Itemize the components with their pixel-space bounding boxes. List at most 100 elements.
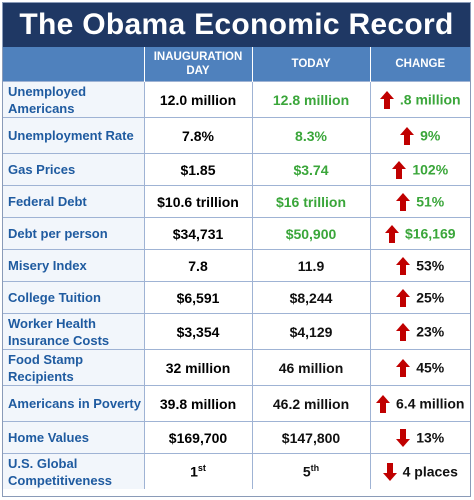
change-value: 6.4 million	[370, 385, 470, 422]
change-text: 23%	[416, 323, 445, 340]
inauguration-value: $10.6 trillion	[144, 185, 253, 218]
header-inauguration: INAUGURATION DAY	[144, 47, 253, 82]
change-value: .8 million	[370, 81, 470, 118]
today-text: $16 trillion	[275, 193, 347, 210]
table-row: Federal Debt $10.6 trillion $16 trillion 51…	[3, 185, 470, 218]
table-row: Unemployment Rate 7.8% 8.3% 9%	[3, 117, 470, 154]
record-panel: The Obama Economic Record INAUGURATION D…	[2, 2, 471, 497]
record-table: INAUGURATION DAY TODAY CHANGE Unemployed…	[3, 47, 470, 489]
change-value: 9%	[370, 117, 470, 154]
change-text: 102%	[412, 161, 449, 178]
change-text: 6.4 million	[396, 395, 465, 412]
page-title: The Obama Economic Record	[3, 3, 470, 47]
inauguration-value: 39.8 million	[144, 385, 253, 422]
metric-label: College Tuition	[3, 281, 145, 314]
metric-label: Misery Index	[3, 249, 145, 282]
header-metric	[3, 47, 145, 82]
metric-label: Unemployment Rate	[3, 117, 145, 154]
arrow-up-icon	[376, 394, 391, 413]
inauguration-text: $169,700	[168, 429, 228, 446]
metric-label: Food Stamp Recipients	[3, 349, 145, 386]
metric-label: Federal Debt	[3, 185, 145, 218]
metric-label: Debt per person	[3, 217, 145, 250]
change-value: 45%	[370, 349, 470, 386]
today-value: $147,800	[252, 421, 371, 454]
today-value: 8.3%	[252, 117, 371, 154]
today-text: 8.3%	[295, 127, 327, 144]
change-text: 4 places	[402, 463, 458, 480]
inauguration-value: 7.8	[144, 249, 253, 282]
change-text: 25%	[416, 289, 445, 306]
metric-label: Home Values	[3, 421, 145, 454]
inauguration-text: 32 million	[165, 359, 231, 376]
inauguration-value: $169,700	[144, 421, 253, 454]
table-row: U.S. Global Competitiveness 1st 5th 4 place…	[3, 453, 470, 489]
table-row: Debt per person $34,731 $50,900 $16,169	[3, 217, 470, 250]
change-text: 53%	[416, 257, 445, 274]
today-text: 5	[302, 463, 311, 480]
today-value: 12.8 million	[252, 81, 371, 118]
today-text: 11.9	[297, 257, 325, 274]
change-text: .8 million	[399, 91, 461, 108]
table-row: Gas Prices $1.85 $3.74 102%	[3, 153, 470, 186]
arrow-down-icon	[396, 428, 411, 447]
today-text: 46 million	[278, 359, 344, 376]
inauguration-value: $3,354	[144, 313, 253, 350]
inauguration-value: 32 million	[144, 349, 253, 386]
today-value: 11.9	[252, 249, 371, 282]
change-text: 45%	[416, 359, 445, 376]
inauguration-text: $1.85	[180, 161, 216, 178]
arrow-up-icon	[400, 126, 415, 145]
metric-label: Americans in Poverty	[3, 385, 145, 422]
inauguration-value: $1.85	[144, 153, 253, 186]
change-value: 13%	[370, 421, 470, 454]
change-text: 51%	[416, 193, 445, 210]
table-row: Home Values $169,700 $147,800 13%	[3, 421, 470, 454]
change-value: 4 places	[370, 453, 470, 489]
header-change: CHANGE	[370, 47, 470, 82]
inauguration-value: 12.0 million	[144, 81, 253, 118]
change-value: 23%	[370, 313, 470, 350]
today-text: 12.8 million	[272, 91, 350, 108]
ordinal-suffix: th	[310, 463, 320, 474]
arrow-up-icon	[392, 160, 407, 179]
arrow-down-icon	[382, 462, 397, 481]
change-value: 51%	[370, 185, 470, 218]
inauguration-value: $6,591	[144, 281, 253, 314]
arrow-up-icon	[396, 192, 411, 211]
inauguration-text: $6,591	[176, 289, 220, 306]
metric-label: Gas Prices	[3, 153, 145, 186]
today-text: $8,244	[289, 289, 333, 306]
today-value: $16 trillion	[252, 185, 371, 218]
table-row: Misery Index 7.8 11.9 53%	[3, 249, 470, 282]
change-value: 53%	[370, 249, 470, 282]
metric-label: Worker Health Insurance Costs	[3, 313, 145, 350]
inauguration-text: $3,354	[176, 323, 220, 340]
inauguration-value: 7.8%	[144, 117, 253, 154]
ordinal-suffix: st	[197, 463, 206, 474]
table-row: Food Stamp Recipients 32 million 46 millio…	[3, 349, 470, 386]
arrow-up-icon	[396, 288, 411, 307]
change-text: 13%	[416, 429, 445, 446]
arrow-up-icon	[384, 224, 399, 243]
today-value: $3.74	[252, 153, 371, 186]
arrow-up-icon	[396, 322, 411, 341]
today-text: $147,800	[281, 429, 341, 446]
table-row: College Tuition $6,591 $8,244 25%	[3, 281, 470, 314]
today-text: $50,900	[285, 225, 337, 242]
today-value: 5th	[252, 453, 371, 489]
arrow-up-icon	[396, 358, 411, 377]
arrow-up-icon	[379, 90, 394, 109]
header-today: TODAY	[252, 47, 371, 82]
today-value: $50,900	[252, 217, 371, 250]
change-value: 102%	[370, 153, 470, 186]
change-value: 25%	[370, 281, 470, 314]
change-value: $16,169	[370, 217, 470, 250]
today-value: 46 million	[252, 349, 371, 386]
today-text: $4,129	[289, 323, 333, 340]
arrow-up-icon	[396, 256, 411, 275]
table-row: Americans in Poverty 39.8 million 46.2 mil…	[3, 385, 470, 422]
metric-label: Unemployed Americans	[3, 81, 145, 118]
inauguration-text: 12.0 million	[159, 91, 237, 108]
today-value: 46.2 million	[252, 385, 371, 422]
